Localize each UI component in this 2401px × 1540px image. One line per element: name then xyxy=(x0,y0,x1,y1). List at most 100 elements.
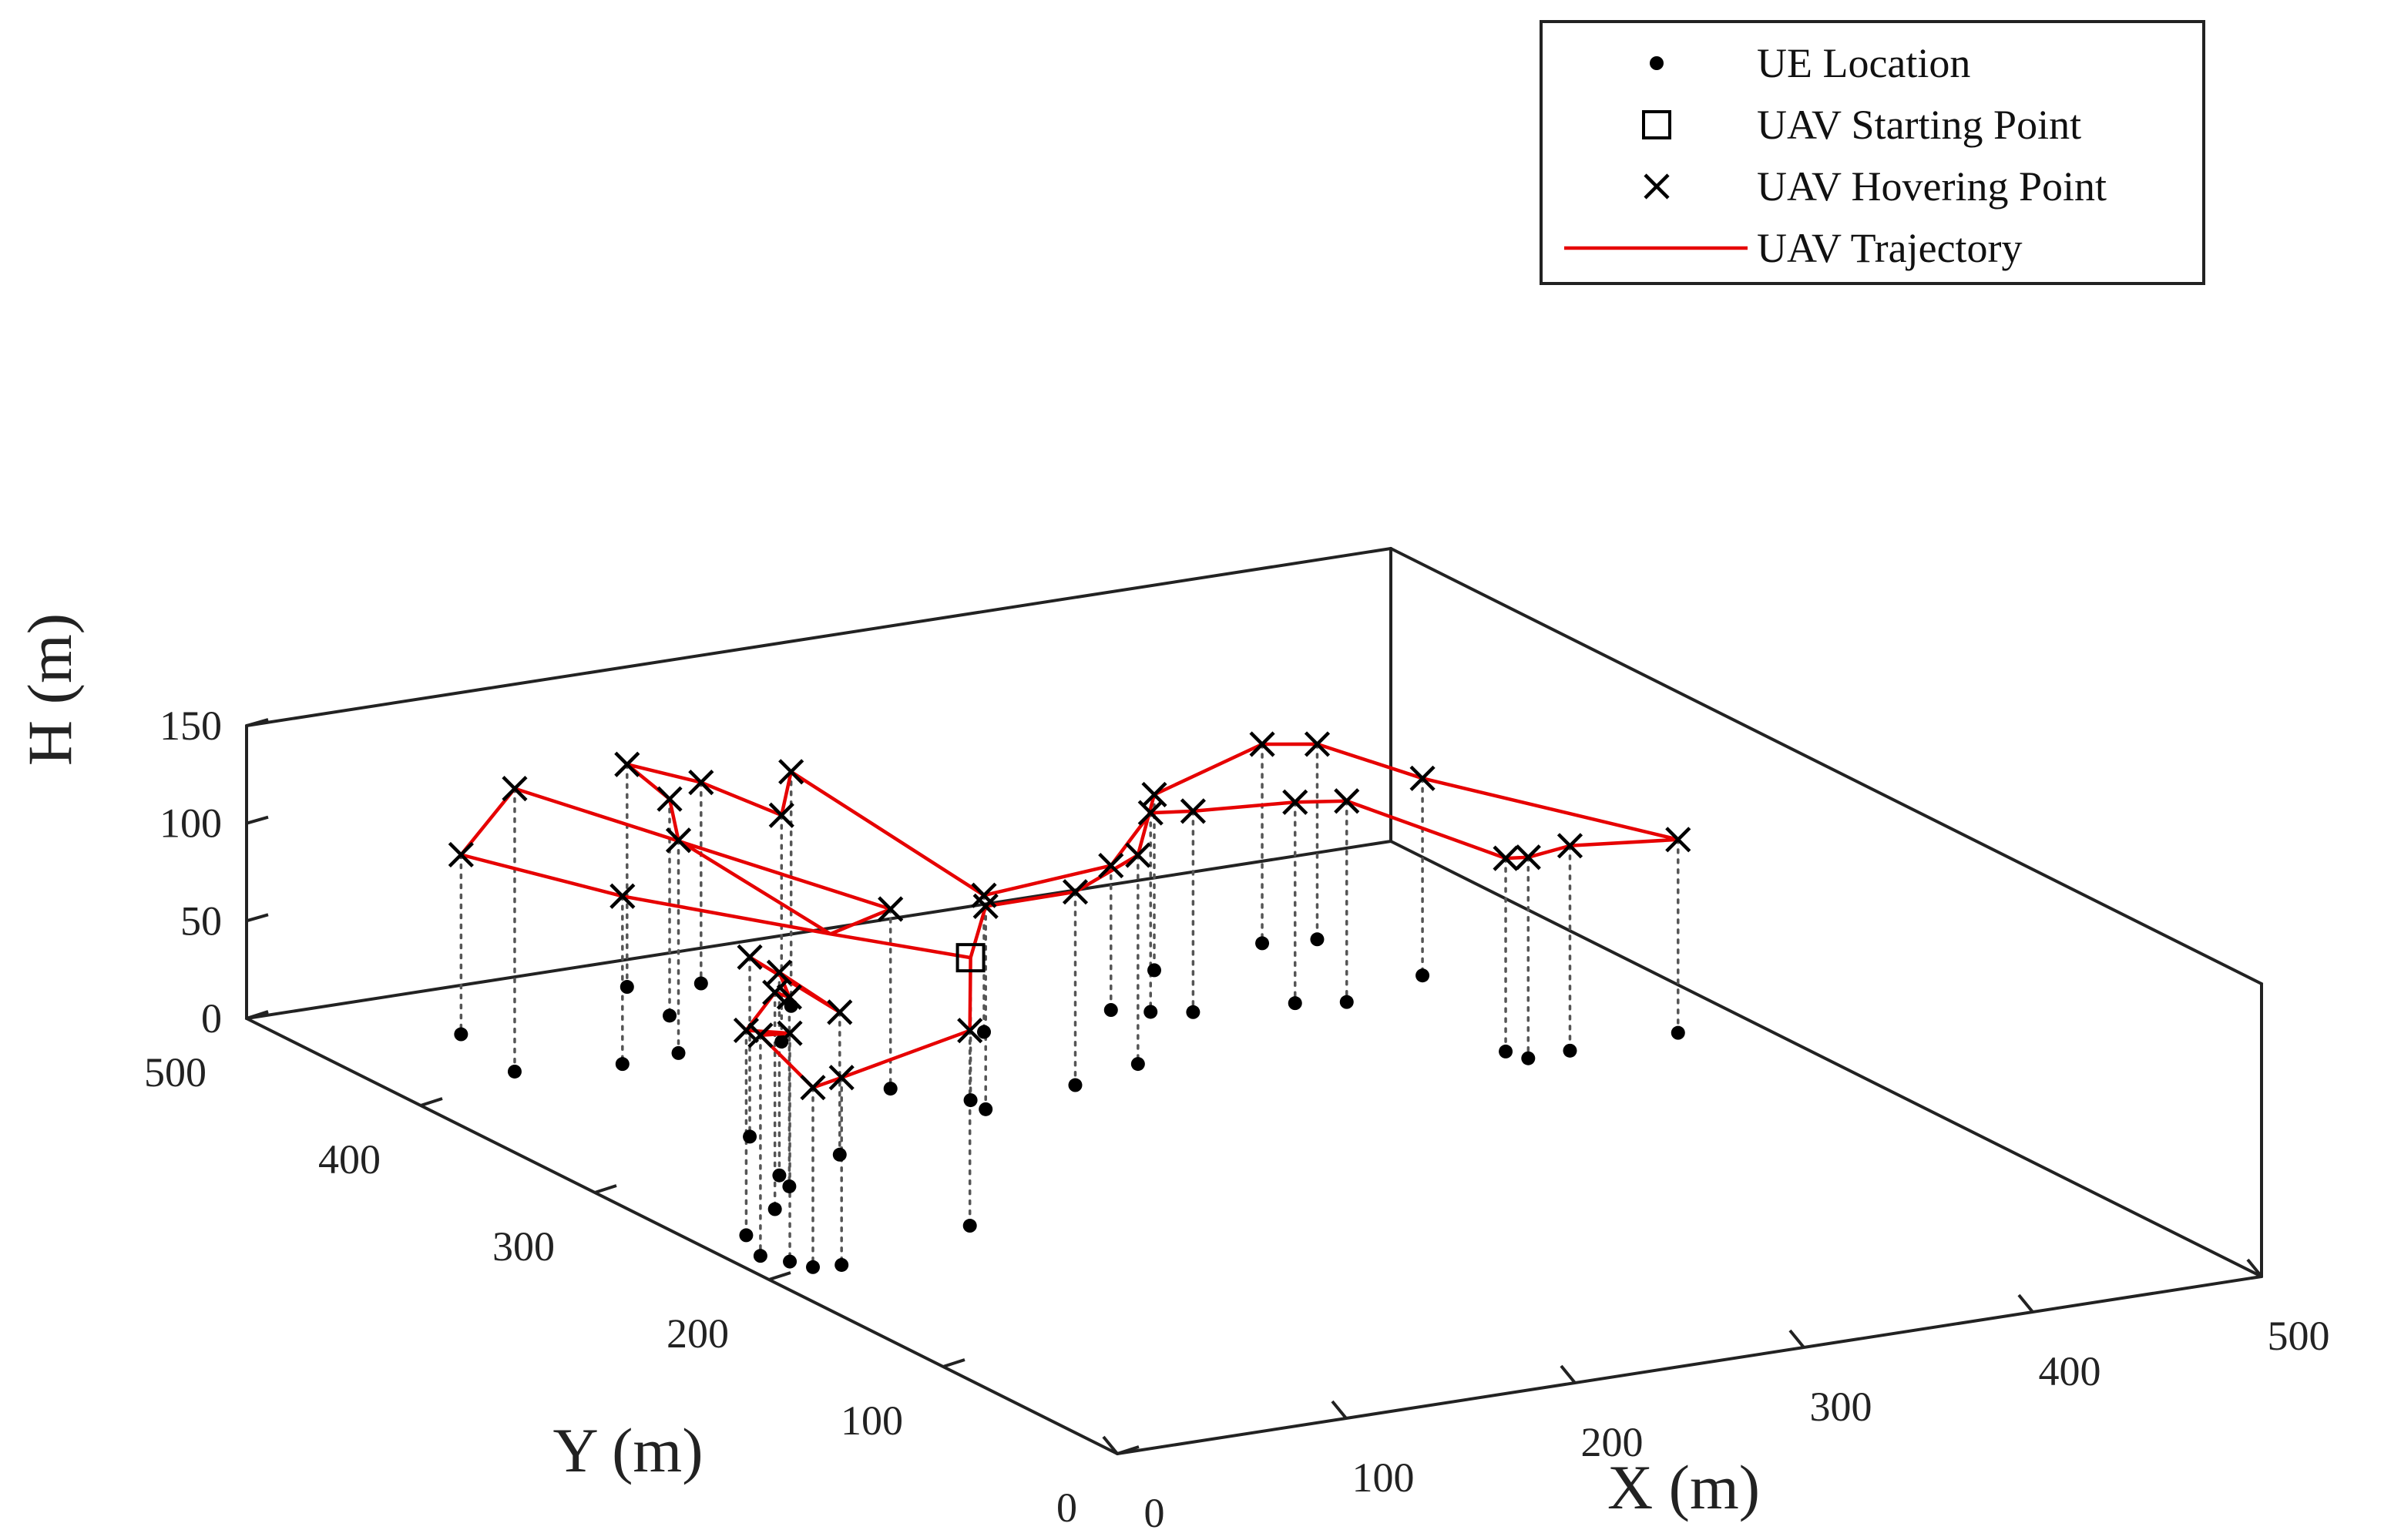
uav-trajectory xyxy=(459,742,1681,1089)
ue-location-dot xyxy=(1339,995,1354,1009)
x-tick xyxy=(2017,1293,2034,1314)
hover-point-marker xyxy=(1493,845,1519,871)
x-tick xyxy=(1331,1400,1348,1420)
hover-point-marker xyxy=(1125,842,1151,868)
x-axis-label: X (m) xyxy=(1607,1452,1760,1522)
z-tick-label: 100 xyxy=(160,800,222,847)
ue-location-dot xyxy=(1563,1043,1577,1058)
legend-dot-icon xyxy=(1650,56,1664,70)
hover-points xyxy=(448,731,1691,1101)
hover-point-marker xyxy=(1665,827,1691,853)
hover-point-marker xyxy=(1137,800,1164,826)
ue-location-dot xyxy=(772,1168,787,1183)
hover-point-marker xyxy=(828,1065,855,1091)
legend-label: UAV Starting Point xyxy=(1757,102,2081,148)
hover-point-marker xyxy=(609,883,636,909)
z-tick xyxy=(246,913,269,923)
ue-location-dot xyxy=(1521,1051,1536,1065)
x-tick-label: 200 xyxy=(1581,1419,1644,1465)
ue-location-dot xyxy=(806,1260,821,1274)
z-tick xyxy=(246,718,269,727)
ue-location-dot xyxy=(671,1045,686,1060)
ue-location-dot xyxy=(962,1219,977,1233)
x-tick xyxy=(1788,1329,1805,1349)
y-axis-line xyxy=(245,1017,1119,1455)
y-tick-label: 500 xyxy=(144,1049,207,1095)
hover-point-marker xyxy=(1409,765,1436,791)
y-axis-label: Y (m) xyxy=(552,1415,703,1485)
x-tick-label: 300 xyxy=(1810,1384,1872,1430)
axes-box xyxy=(245,547,2263,1455)
box-edge-right-floor xyxy=(1389,840,2263,1278)
hover-point-marker xyxy=(737,944,763,970)
ue-location-dot xyxy=(963,1093,978,1108)
ue-location-dot xyxy=(783,1254,798,1269)
hover-point-marker xyxy=(768,802,794,828)
ue-location-dot xyxy=(1671,1025,1685,1040)
x-tick xyxy=(1560,1364,1577,1384)
hover-point-marker xyxy=(1334,788,1360,814)
ue-location-dot xyxy=(979,1102,993,1116)
ue-location-dot xyxy=(883,1082,898,1096)
x-tick-label: 100 xyxy=(1352,1454,1415,1501)
y-tick xyxy=(594,1184,617,1194)
hover-point-marker xyxy=(972,893,999,919)
x-tick xyxy=(1102,1435,1119,1455)
legend-entry: UAV Starting Point xyxy=(1642,102,2081,148)
ue-location-dot xyxy=(1068,1078,1083,1092)
legend-label: UAV Trajectory xyxy=(1757,225,2023,271)
box-edge-back-top xyxy=(245,547,1392,727)
hover-point-marker xyxy=(1282,789,1308,815)
hover-point-marker xyxy=(1556,833,1583,859)
hover-point-marker xyxy=(733,1017,760,1044)
tick-marks xyxy=(246,718,2263,1455)
hover-point-marker xyxy=(766,959,793,985)
ue-location-dot xyxy=(1415,968,1430,983)
y-tick-label: 200 xyxy=(667,1310,729,1357)
y-tick xyxy=(1117,1445,1140,1455)
ue-location-dot xyxy=(1310,932,1325,947)
box-edge-right-top xyxy=(1389,547,2263,985)
hover-point-marker xyxy=(1062,879,1089,905)
ue-location-dot xyxy=(1186,1005,1200,1019)
hover-point-marker xyxy=(827,999,853,1025)
hover-point-marker xyxy=(448,841,474,868)
y-tick-label: 0 xyxy=(1056,1485,1077,1531)
hover-point-marker xyxy=(656,786,683,812)
hover-point-marker xyxy=(747,1022,774,1048)
trajectory-line xyxy=(459,742,1681,1089)
tick-labels: 0 100 200 300 400 500 0 100 200 300 400 500 0 50 100 15… xyxy=(144,703,2330,1536)
ue-location-dot xyxy=(1103,1003,1118,1018)
ue-location-dot xyxy=(454,1027,468,1042)
ue-location-dot xyxy=(1147,963,1162,978)
ue-location-dot xyxy=(739,1228,754,1243)
x-tick xyxy=(2246,1258,2263,1278)
legend-entry: UAV Hovering Point xyxy=(1644,163,2107,210)
x-axis-line xyxy=(1116,1275,2263,1455)
hover-point-marker xyxy=(971,882,997,908)
y-tick xyxy=(942,1358,965,1368)
legend-entry: UE Location xyxy=(1650,40,1970,86)
z-tick-label: 50 xyxy=(180,897,222,944)
ue-location-dot xyxy=(834,1257,849,1272)
hover-point-marker xyxy=(776,984,802,1010)
legend: UE Location UAV Starting Point UAV Hoverin… xyxy=(1540,20,2205,285)
ue-location-dot xyxy=(1499,1044,1513,1059)
y-tick-label: 300 xyxy=(492,1223,555,1270)
ue-location-dot xyxy=(507,1064,522,1079)
ue-locations xyxy=(454,932,1685,1274)
z-tick xyxy=(246,1011,269,1020)
hover-point-marker xyxy=(777,1020,803,1046)
ue-location-dot xyxy=(767,1202,782,1216)
legend-label: UAV Hovering Point xyxy=(1757,163,2107,210)
ue-location-dot xyxy=(1255,936,1270,951)
ue-location-dot xyxy=(1143,1005,1158,1019)
z-axis-label: H (m) xyxy=(15,613,85,766)
hover-point-marker xyxy=(878,896,904,922)
ue-location-dot xyxy=(663,1008,677,1023)
hover-point-marker xyxy=(957,1018,983,1044)
hover-point-marker xyxy=(1515,844,1541,871)
start-point xyxy=(955,943,986,973)
x-tick-label: 0 xyxy=(1144,1490,1165,1536)
